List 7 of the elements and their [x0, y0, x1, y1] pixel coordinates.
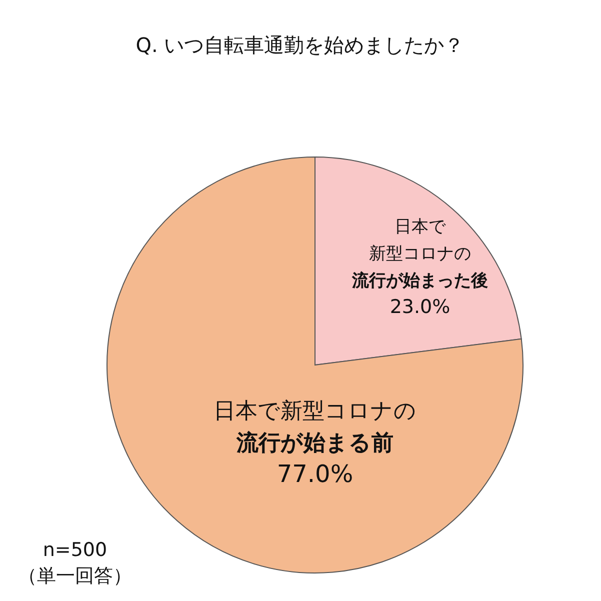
slice-label: 日本で新型コロナの流行が始まった後 [351, 217, 488, 291]
data-label: 77.0% [276, 460, 354, 488]
chart-title: Q. いつ自転車通勤を始めましたか？ [136, 33, 464, 57]
text: （単一回答） [18, 565, 132, 587]
data-label: 23.0% [390, 296, 450, 318]
slice-label: 日本で新型コロナの流行が始まる前 [214, 399, 416, 456]
text: n=500 [42, 539, 108, 561]
